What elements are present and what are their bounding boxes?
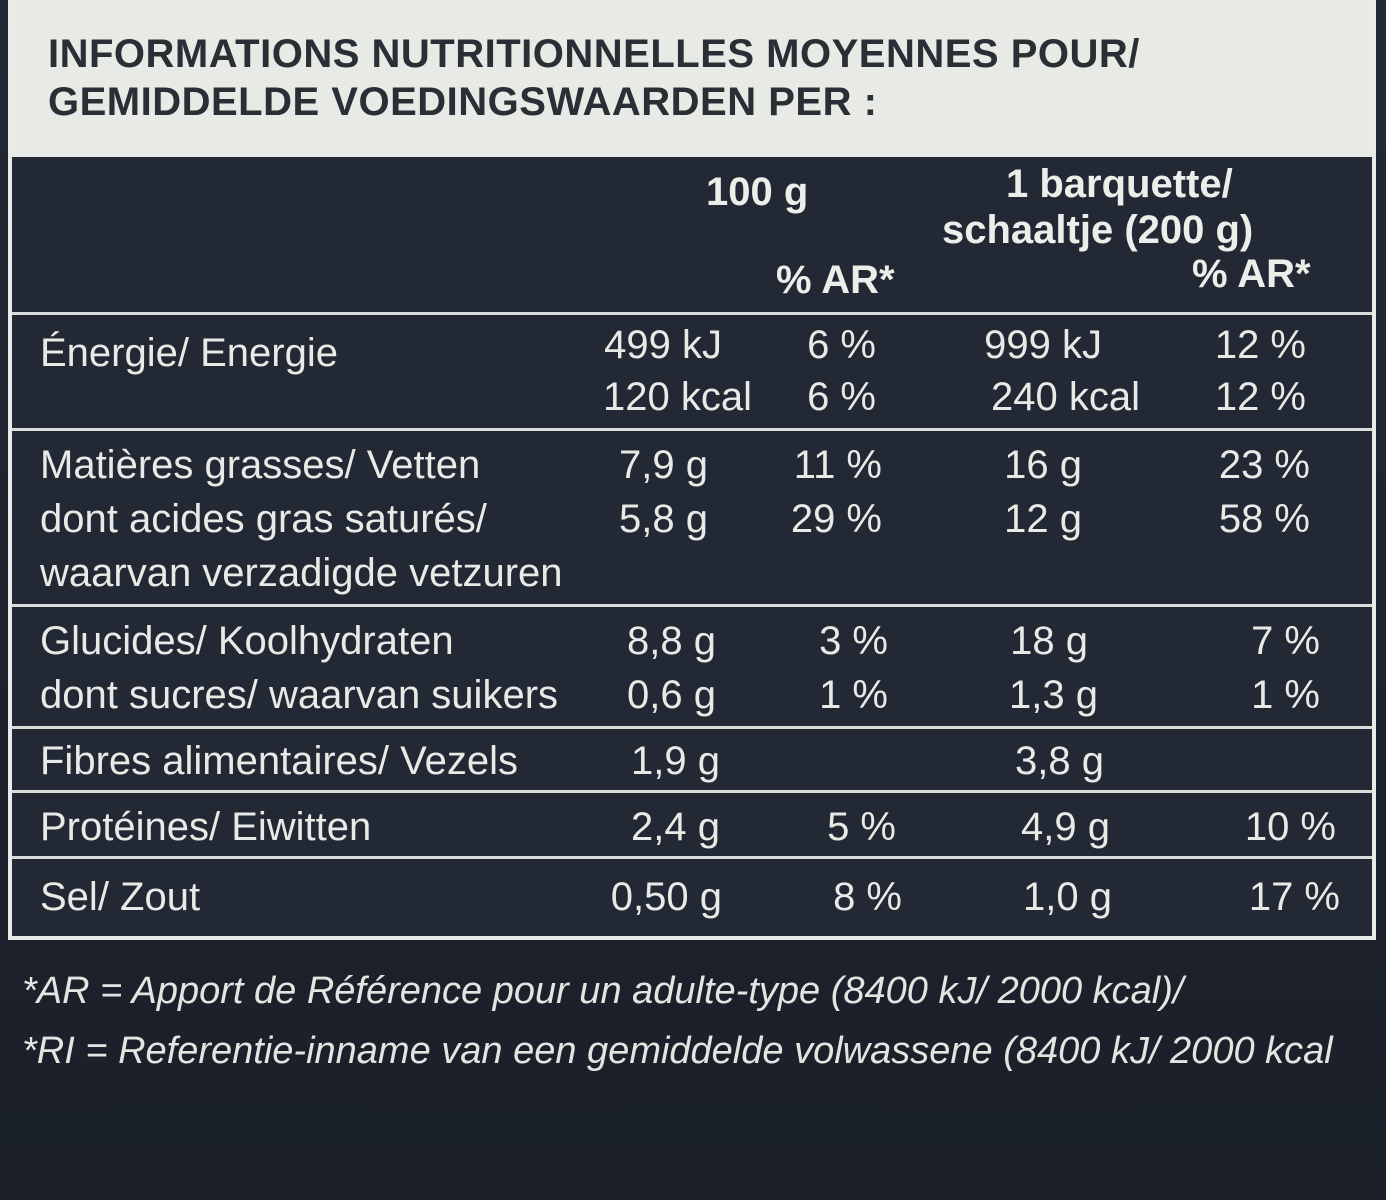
energy-kcal-serving: 240 kcal	[991, 375, 1140, 419]
fibre-serving: 3,8 g	[1015, 739, 1104, 783]
row-label-sugars: dont sucres/ waarvan suikers	[40, 673, 559, 717]
divider	[12, 790, 1372, 793]
salt-100g-ar: 8 %	[833, 875, 902, 919]
row-label-energy: Énergie/ Energie	[40, 331, 338, 375]
divider	[12, 312, 1372, 315]
energy-kj-serving: 999 kJ	[984, 323, 1102, 367]
header-title-nl: GEMIDDELDE VOEDINGSWAARDEN PER :	[48, 80, 878, 124]
salt-100g: 0,50 g	[610, 875, 722, 919]
energy-kcal-100g: 120 kcal	[603, 375, 752, 419]
row-label-protein: Protéines/ Eiwitten	[40, 805, 372, 849]
saturated-fat-100g: 5,8 g	[619, 497, 708, 541]
carbohydrates-100g: 8,8 g	[627, 619, 716, 663]
energy-kj-serving-ar: 12 %	[1214, 323, 1306, 367]
sugars-100g-ar: 1 %	[819, 673, 888, 717]
divider	[12, 428, 1372, 431]
divider	[12, 726, 1372, 729]
energy-kcal-100g-ar: 6 %	[807, 375, 876, 419]
saturated-fat-100g-ar: 29 %	[790, 497, 882, 541]
protein-serving: 4,9 g	[1021, 805, 1110, 849]
row-label-saturated-fat: dont acides gras saturés/	[40, 497, 487, 541]
fat-100g: 7,9 g	[619, 443, 708, 487]
fat-serving: 16 g	[1004, 443, 1082, 487]
sugars-serving-ar: 1 %	[1251, 673, 1320, 717]
row-label-fibre: Fibres alimentaires/ Vezels	[40, 739, 518, 783]
header-title-fr: INFORMATIONS NUTRITIONNELLES MOYENNES PO…	[48, 32, 1140, 76]
salt-serving-ar: 17 %	[1248, 875, 1340, 919]
row-label-saturated-fat-nl: waarvan verzadigde vetzuren	[40, 551, 563, 595]
footnote-nl: *RI = Referentie-inname van een gemiddel…	[22, 1030, 1333, 1072]
column-header-100g: 100 g	[706, 170, 809, 214]
protein-100g-ar: 5 %	[827, 805, 896, 849]
nutrition-table-panel: INFORMATIONS NUTRITIONNELLES MOYENNES PO…	[8, 0, 1376, 940]
row-label-fat: Matières grasses/ Vetten	[40, 443, 481, 487]
column-header-ar-100g: % AR*	[776, 258, 895, 302]
saturated-fat-serving-ar: 58 %	[1218, 497, 1310, 541]
table-header: INFORMATIONS NUTRITIONNELLES MOYENNES PO…	[12, 0, 1372, 157]
row-label-salt: Sel/ Zout	[40, 875, 201, 919]
salt-serving: 1,0 g	[1023, 875, 1112, 919]
column-header-serving-line2: schaaltje (200 g)	[942, 208, 1254, 252]
sugars-100g: 0,6 g	[627, 673, 716, 717]
sugars-serving: 1,3 g	[1009, 673, 1098, 717]
protein-serving-ar: 10 %	[1244, 805, 1336, 849]
energy-kj-100g-ar: 6 %	[807, 323, 876, 367]
column-header-ar-serving: % AR*	[1192, 252, 1311, 296]
fat-100g-ar: 11 %	[793, 443, 882, 487]
saturated-fat-serving: 12 g	[1004, 497, 1082, 541]
carbohydrates-serving-ar: 7 %	[1251, 619, 1320, 663]
carbohydrates-100g-ar: 3 %	[819, 619, 888, 663]
footnote-fr: *AR = Apport de Référence pour un adulte…	[22, 970, 1184, 1012]
row-label-carbohydrates: Glucides/ Koolhydraten	[40, 619, 454, 663]
carbohydrates-serving: 18 g	[1010, 619, 1088, 663]
protein-100g: 2,4 g	[631, 805, 720, 849]
column-header-serving-line1: 1 barquette/	[1006, 162, 1233, 206]
divider	[12, 856, 1372, 859]
energy-kcal-serving-ar: 12 %	[1214, 375, 1306, 419]
energy-kj-100g: 499 kJ	[604, 323, 722, 367]
fibre-100g: 1,9 g	[631, 739, 720, 783]
fat-serving-ar: 23 %	[1218, 443, 1310, 487]
divider	[12, 604, 1372, 607]
